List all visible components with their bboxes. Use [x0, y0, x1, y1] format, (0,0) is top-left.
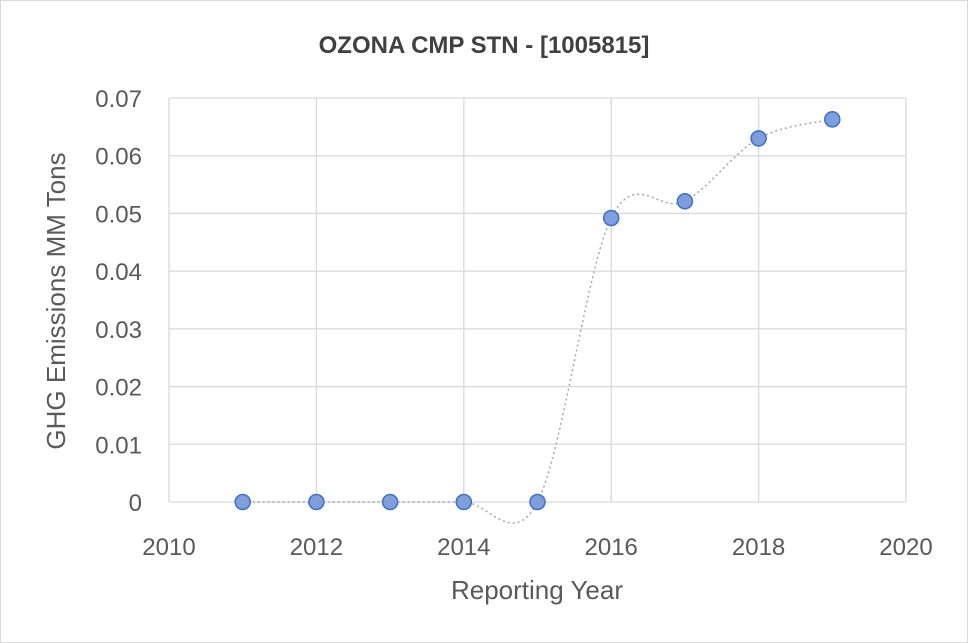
- y-tick-label: 0: [129, 490, 142, 517]
- data-point: [455, 493, 473, 511]
- x-tick-label: 2018: [732, 534, 785, 561]
- y-tick-label: 0.07: [95, 86, 142, 113]
- data-point: [676, 193, 694, 210]
- grid-layer: [168, 97, 907, 503]
- data-point: [308, 493, 325, 511]
- x-tick-label: 2020: [879, 534, 932, 561]
- x-axis-title: Reporting Year: [451, 575, 623, 605]
- chart-title: OZONA CMP STN - [1005815]: [319, 32, 650, 59]
- y-tick-label: 0.03: [95, 317, 142, 344]
- trend-line: [242, 118, 833, 524]
- data-point: [234, 493, 251, 511]
- data-point: [750, 130, 767, 147]
- data-points: [234, 111, 841, 511]
- y-tick-label: 0.06: [95, 144, 142, 171]
- y-tick-label: 0.01: [95, 432, 142, 459]
- x-tick-label: 2010: [142, 534, 195, 561]
- data-point: [602, 209, 620, 227]
- data-point: [529, 493, 546, 511]
- y-tick-label: 0.04: [95, 259, 142, 286]
- y-tick-label: 0.05: [95, 201, 142, 228]
- y-tick-label: 0.02: [95, 375, 142, 402]
- x-tick-label: 2016: [585, 534, 638, 561]
- y-axis-ticks: 0 0.01 0.02 0.03 0.04 0.05 0.06 0.07: [95, 86, 142, 517]
- x-tick-label: 2014: [437, 534, 490, 561]
- y-axis-title: GHG Emissions MM Tons: [41, 152, 71, 449]
- x-axis-ticks: 2010 2012 2014 2016 2018 2020: [142, 534, 932, 561]
- data-point: [381, 493, 399, 511]
- x-tick-label: 2012: [290, 534, 343, 561]
- data-point: [823, 111, 841, 128]
